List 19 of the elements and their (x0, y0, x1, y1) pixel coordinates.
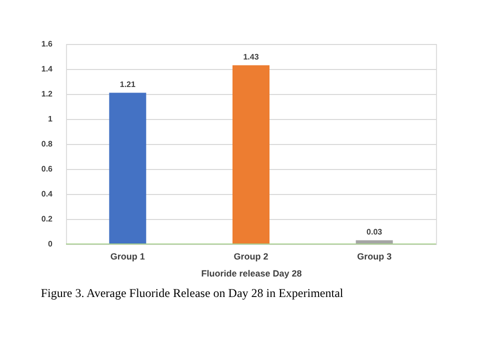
x-tick-label: Group 2 (234, 252, 268, 262)
y-tick-label: 1.6 (41, 40, 54, 48)
y-tick-label: 1 (48, 114, 54, 124)
y-tick-label: 0.2 (41, 214, 54, 224)
y-tick-label: 0 (48, 240, 54, 248)
bar (232, 65, 270, 244)
data-label: 1.21 (120, 80, 136, 89)
x-tick-label: Group 3 (357, 252, 392, 262)
data-label: 0.03 (366, 227, 383, 236)
bar (109, 92, 146, 244)
y-tick-label: 1.2 (41, 90, 54, 98)
x-axis-title: Fluoride release Day 28 (201, 268, 302, 278)
y-tick-label: 0.4 (41, 190, 54, 198)
y-tick-label: 0.8 (41, 140, 54, 148)
data-label: 1.43 (243, 52, 260, 62)
y-tick-label: 1.4 (41, 64, 54, 74)
caption: Figure 3. Average Fluoride Release on Day 28 in Experimental (40, 286, 344, 300)
x-tick-label: Group 1 (110, 252, 145, 262)
y-tick-label: 0.6 (41, 164, 54, 174)
